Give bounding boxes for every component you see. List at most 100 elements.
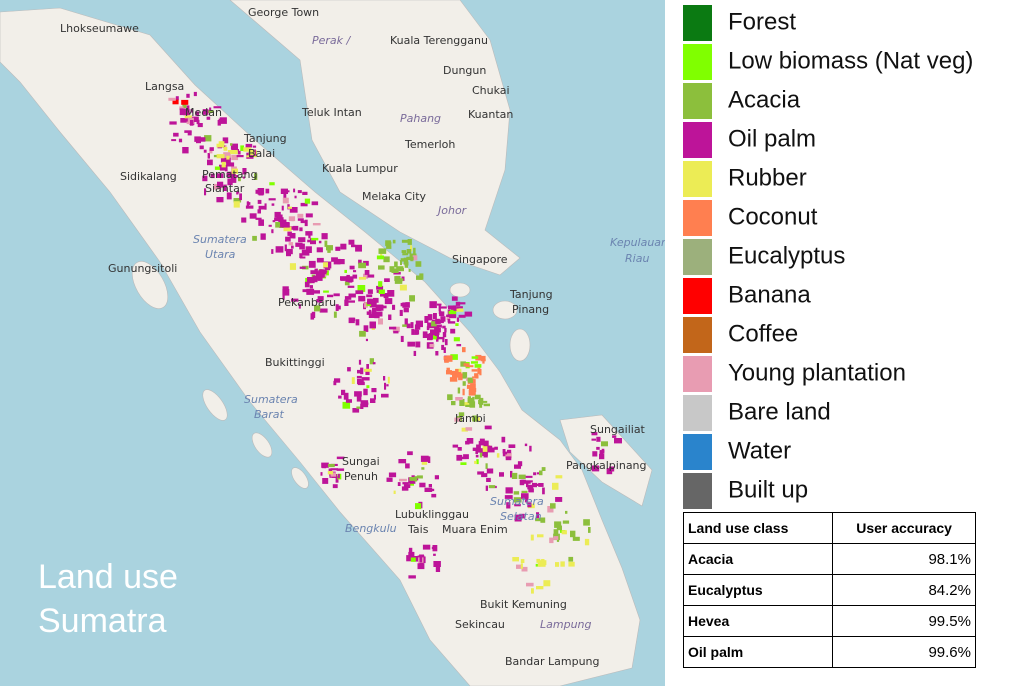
land-use-patch — [378, 248, 387, 254]
place: Jambi — [454, 412, 486, 425]
land-use-patch — [363, 388, 368, 396]
land-use-patch — [433, 313, 437, 320]
land-use-patch — [467, 396, 471, 402]
place: Johor — [436, 204, 468, 217]
land-use-patch — [401, 486, 409, 491]
land-use-patch — [368, 309, 372, 313]
land-use-patch — [364, 270, 370, 275]
land-use-patch — [300, 202, 308, 207]
land-use-patch — [403, 257, 408, 265]
land-use-patch — [430, 331, 437, 336]
land-use-patch — [440, 316, 446, 322]
land-use-patch — [402, 324, 410, 327]
land-use-patch — [377, 304, 384, 311]
place: Teluk Intan — [301, 106, 362, 119]
land-use-patch — [223, 152, 231, 158]
land-use-patch — [245, 143, 253, 148]
land-use-patch — [236, 191, 239, 195]
land-use-patch — [461, 427, 468, 432]
land-use-patch — [520, 563, 523, 569]
land-use-patch — [530, 534, 534, 541]
land-use-patch — [439, 319, 444, 324]
land-use-patch — [277, 214, 283, 218]
land-use-patch — [210, 173, 215, 179]
land-use-patch — [435, 329, 440, 335]
land-use-patch — [302, 289, 310, 293]
land-use-patch — [300, 220, 305, 224]
land-use-patch — [223, 146, 228, 151]
land-use-patch — [216, 143, 225, 148]
land-use-patch — [584, 538, 590, 546]
land-use-patch — [363, 325, 369, 332]
place: Sungai — [342, 455, 380, 468]
land-use-patch — [351, 244, 356, 248]
place: Singapore — [452, 253, 508, 266]
land-use-patch — [231, 168, 238, 174]
land-use-patch — [226, 172, 229, 177]
land-use-patch — [359, 330, 366, 337]
land-use-patch — [481, 473, 488, 478]
place: Utara — [205, 248, 236, 261]
land-use-patch — [349, 265, 355, 270]
land-use-patch — [226, 155, 230, 160]
land-use-patch — [358, 295, 366, 302]
land-use-patch — [289, 263, 296, 270]
land-use-patch — [358, 276, 366, 280]
land-use-patch — [400, 335, 404, 342]
land-use-patch — [258, 205, 265, 210]
land-use-patch — [326, 245, 333, 251]
land-use-patch — [280, 219, 287, 227]
land-use-patch — [217, 181, 224, 188]
land-use-patch — [302, 191, 308, 195]
land-use-patch — [442, 325, 446, 329]
land-use-patch — [465, 365, 474, 368]
legend-swatch — [683, 44, 712, 80]
legend-swatch — [683, 122, 712, 158]
land-use-patch — [311, 201, 319, 206]
land-use-patch — [456, 308, 464, 312]
land-use-patch — [230, 176, 237, 183]
land-use-patch — [224, 167, 228, 172]
land-use-patch — [521, 490, 528, 493]
land-use-patch — [431, 493, 437, 498]
land-use-patch — [468, 379, 473, 383]
land-use-patch — [448, 321, 456, 324]
land-use-patch — [427, 314, 433, 321]
land-use-patch — [450, 354, 458, 360]
land-use-patch — [408, 551, 415, 558]
land-use-patch — [282, 293, 285, 300]
land-use-patch — [384, 382, 387, 390]
land-use-patch — [392, 239, 396, 244]
land-use-patch — [220, 158, 226, 163]
land-use-patch — [199, 145, 204, 150]
land-use-patch — [443, 356, 448, 360]
land-use-patch — [409, 295, 415, 302]
land-use-patch — [479, 438, 485, 444]
land-use-patch — [168, 97, 176, 101]
land-use-patch — [453, 337, 460, 342]
place-labels: George Town Lhokseumawe Kuala Terengganu… — [38, 6, 665, 668]
land-use-patch — [410, 557, 416, 562]
land-use-patch — [341, 389, 346, 396]
land-use-patch — [614, 438, 622, 444]
land-use-patch — [328, 468, 333, 474]
land-use-patch — [560, 561, 565, 567]
land-use-patch — [431, 546, 437, 550]
legend-label: Water — [728, 437, 791, 464]
land-use-patch — [352, 274, 358, 279]
land-use-patch — [552, 482, 559, 490]
land-use-patch — [313, 290, 320, 294]
land-use-patch — [412, 255, 418, 261]
land-use-patch — [298, 304, 301, 309]
land-use-patch — [310, 238, 316, 245]
land-use-patch — [448, 305, 454, 309]
land-use-patch — [323, 464, 326, 469]
land-use-patch — [452, 305, 457, 311]
land-use-patch — [214, 166, 223, 170]
land-use-patch — [360, 403, 364, 409]
land-use-patch — [583, 519, 590, 526]
place: Pematang — [202, 168, 257, 181]
land-use-patch — [364, 402, 369, 405]
place: Kepulauan — [610, 236, 665, 249]
land-use-patch — [405, 302, 410, 308]
